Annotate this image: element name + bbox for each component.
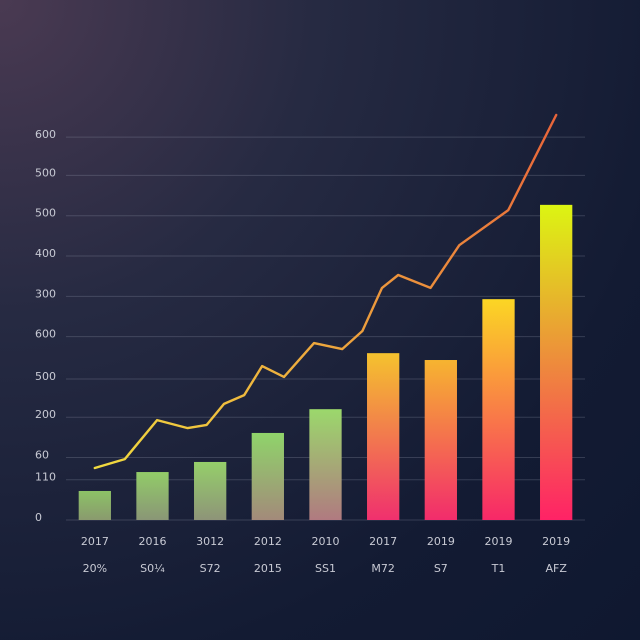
y-tick-label: 300 [35, 287, 56, 300]
bar [540, 204, 573, 520]
x-tick-sublabel: 2015 [254, 562, 282, 575]
bar [194, 461, 227, 520]
x-tick-label: 2017 [81, 535, 109, 548]
x-tick-label: 2019 [485, 535, 513, 548]
x-tick-sublabel: T1 [491, 562, 506, 575]
x-tick-label: 2017 [369, 535, 397, 548]
line [93, 113, 558, 470]
x-tick-sublabel: AFZ [545, 562, 567, 575]
x-tick-label: 3012 [196, 535, 224, 548]
bar [482, 299, 515, 520]
x-tick-label: 2019 [427, 535, 455, 548]
y-tick-label: 60 [35, 449, 49, 462]
y-tick-label: 600 [35, 128, 56, 141]
x-tick-sublabel: S0¼ [140, 562, 165, 575]
y-tick-label: 600 [35, 328, 56, 341]
x-tick-sublabel: S72 [200, 562, 221, 575]
x-tick-label: 2010 [312, 535, 340, 548]
y-tick-label: 200 [35, 408, 56, 421]
x-tick-label: 2016 [139, 535, 167, 548]
bar [424, 360, 457, 520]
y-tick-label: 110 [35, 471, 56, 484]
x-tick-sublabel: SS1 [315, 562, 336, 575]
x-tick-sublabel: 20% [83, 562, 107, 575]
y-tick-label: 500 [35, 370, 56, 383]
x-tick-label: 2012 [254, 535, 282, 548]
x-tick-sublabel: S7 [434, 562, 448, 575]
y-tick-label: 0 [35, 511, 42, 524]
bar [251, 432, 284, 520]
bar [78, 490, 111, 520]
bar [367, 353, 400, 520]
bar [136, 472, 169, 520]
bar [309, 409, 342, 520]
y-tick-label: 400 [35, 247, 56, 260]
x-tick-sublabel: M72 [371, 562, 395, 575]
y-tick-label: 500 [35, 166, 56, 179]
y-tick-label: 500 [35, 207, 56, 220]
x-tick-label: 2019 [542, 535, 570, 548]
